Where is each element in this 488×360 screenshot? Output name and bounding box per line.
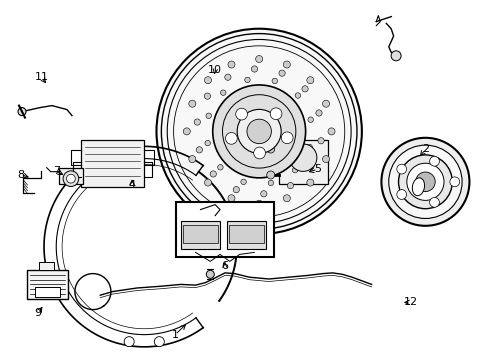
Circle shape (194, 119, 200, 125)
Circle shape (251, 66, 257, 72)
Bar (59, 168, 83, 184)
Bar (228, 225, 264, 243)
Circle shape (283, 195, 290, 202)
Circle shape (66, 174, 75, 183)
Circle shape (204, 77, 211, 84)
Text: 7: 7 (53, 166, 60, 176)
Circle shape (204, 140, 210, 146)
Circle shape (217, 165, 223, 170)
Circle shape (205, 113, 211, 118)
Ellipse shape (411, 178, 424, 196)
Circle shape (255, 200, 262, 207)
Circle shape (415, 172, 434, 192)
Circle shape (253, 147, 265, 159)
Circle shape (289, 144, 316, 171)
Circle shape (281, 132, 292, 144)
Circle shape (429, 197, 439, 207)
Circle shape (210, 171, 216, 177)
Circle shape (390, 51, 400, 61)
Circle shape (381, 138, 468, 226)
Text: 6: 6 (221, 261, 228, 271)
Text: 5: 5 (314, 164, 321, 174)
Circle shape (267, 180, 273, 186)
Circle shape (240, 179, 246, 185)
Circle shape (270, 108, 282, 120)
Text: 11: 11 (35, 72, 48, 82)
Circle shape (322, 100, 329, 107)
Circle shape (188, 156, 195, 163)
Circle shape (301, 86, 307, 92)
Circle shape (315, 110, 322, 116)
Circle shape (406, 163, 443, 201)
Circle shape (307, 163, 313, 170)
Circle shape (307, 117, 313, 122)
Circle shape (396, 190, 406, 199)
Circle shape (260, 191, 266, 197)
Text: 8: 8 (17, 170, 24, 180)
Circle shape (63, 171, 79, 186)
Circle shape (306, 144, 312, 150)
Circle shape (398, 155, 451, 209)
Circle shape (449, 177, 459, 187)
Text: 9: 9 (35, 308, 41, 318)
Circle shape (18, 108, 26, 116)
Circle shape (295, 93, 300, 98)
Circle shape (220, 90, 225, 95)
Circle shape (255, 55, 262, 63)
Text: 4: 4 (128, 180, 135, 190)
Circle shape (227, 195, 235, 202)
Circle shape (306, 77, 313, 84)
Circle shape (224, 74, 230, 80)
Circle shape (283, 61, 290, 68)
Text: 12: 12 (403, 297, 417, 307)
Circle shape (196, 147, 202, 153)
Circle shape (429, 156, 439, 166)
Circle shape (188, 100, 195, 107)
Bar (81, 140, 144, 187)
Circle shape (322, 156, 329, 163)
Circle shape (183, 128, 190, 135)
Circle shape (206, 270, 214, 278)
Circle shape (237, 109, 281, 153)
Circle shape (225, 132, 237, 144)
Circle shape (306, 179, 313, 186)
Text: 1: 1 (171, 330, 178, 340)
Circle shape (266, 145, 274, 153)
Circle shape (388, 145, 461, 219)
Bar (278, 140, 327, 184)
Circle shape (317, 138, 324, 144)
Circle shape (156, 29, 361, 234)
Circle shape (124, 337, 134, 347)
Text: 10: 10 (208, 65, 222, 75)
Circle shape (204, 93, 210, 99)
Circle shape (327, 128, 334, 135)
Circle shape (266, 171, 274, 179)
Bar (39, 262, 54, 270)
Circle shape (227, 61, 235, 68)
Bar (35, 287, 61, 297)
Bar (27, 270, 68, 299)
Circle shape (396, 164, 406, 174)
Circle shape (278, 70, 285, 76)
Circle shape (204, 179, 211, 186)
Circle shape (235, 108, 247, 120)
Circle shape (154, 337, 164, 347)
Circle shape (292, 167, 297, 173)
Circle shape (271, 78, 277, 84)
Bar (181, 221, 220, 249)
Bar (226, 221, 265, 249)
Bar (176, 202, 273, 257)
Bar (183, 225, 218, 243)
Text: 3: 3 (236, 209, 243, 219)
Circle shape (246, 119, 271, 144)
Circle shape (287, 183, 293, 189)
Circle shape (244, 77, 250, 83)
Text: 2: 2 (421, 144, 428, 154)
Circle shape (212, 85, 305, 178)
Circle shape (233, 186, 239, 193)
